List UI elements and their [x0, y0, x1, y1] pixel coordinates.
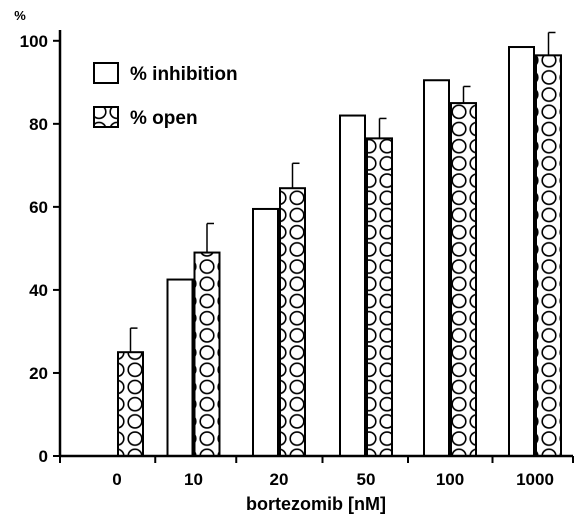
- bar-inhibition: [166, 278, 194, 458]
- y-tick-label: 100: [20, 32, 48, 51]
- x-tick-label: 10: [184, 470, 203, 489]
- bar-inhibition: [423, 79, 450, 458]
- bar-open: [450, 102, 477, 458]
- x-axis-title: bortezomib [nM]: [246, 494, 386, 514]
- bars-layer: [117, 46, 562, 458]
- bar-inhibition: [508, 46, 535, 457]
- x-tick-label: 50: [357, 470, 376, 489]
- bar-inhibition: [252, 207, 279, 457]
- legend-label-open: % open: [130, 108, 198, 129]
- legend-swatch-open: [93, 106, 119, 128]
- y-tick-label: 80: [29, 115, 48, 134]
- error-bars-layer: [129, 31, 556, 353]
- bar-open: [535, 54, 562, 457]
- y-tick-label: 40: [29, 281, 48, 300]
- y-unit-label: %: [14, 8, 26, 23]
- legend-swatch-inhibition: [93, 62, 119, 84]
- bar-open: [279, 187, 306, 457]
- y-tick-label: 60: [29, 198, 48, 217]
- x-tick-label: 100: [436, 470, 464, 489]
- legend: % inhibition % open: [93, 62, 238, 129]
- x-axis-ticks: 0 10 20 50 100 1000: [59, 456, 574, 489]
- x-tick-label: 20: [270, 470, 289, 489]
- y-axis-ticks: 0 20 40 60 80 100: [20, 32, 60, 466]
- bar-open: [117, 351, 144, 458]
- x-tick-label: 1000: [516, 470, 554, 489]
- bar-inhibition: [339, 114, 366, 457]
- legend-label-inhibition: % inhibition: [130, 64, 238, 85]
- bar-open: [193, 251, 221, 457]
- bar-open: [366, 137, 393, 457]
- x-tick-label: 0: [112, 470, 121, 489]
- y-tick-label: 0: [39, 447, 48, 466]
- y-tick-label: 20: [29, 364, 48, 383]
